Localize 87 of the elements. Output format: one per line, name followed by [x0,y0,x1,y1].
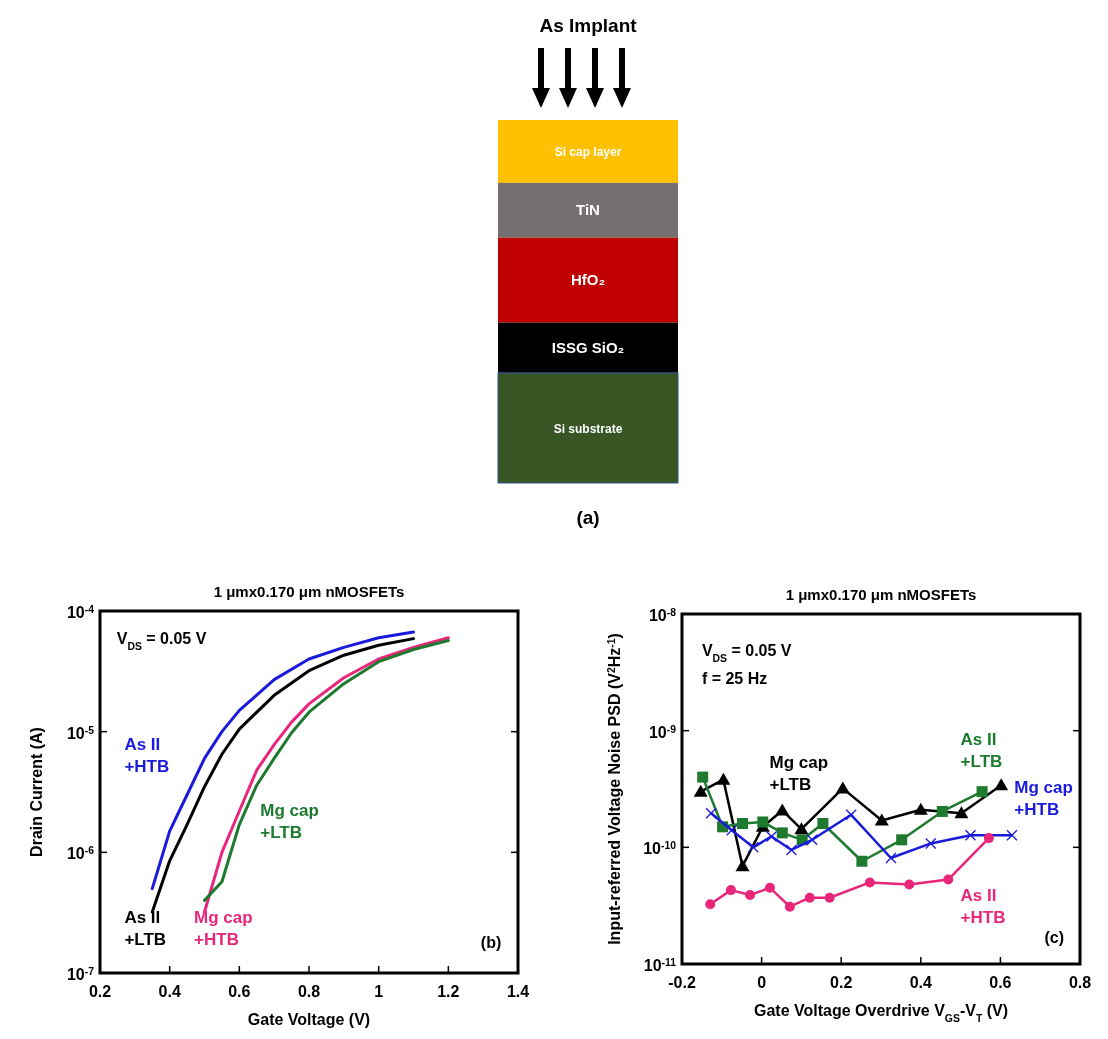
chart-title: 1 μmx0.170 μm nMOSFETs [213,583,405,600]
point [725,885,736,896]
x-axis-title: Gate Voltage Overdrive V$_{GS}$-V$_{T}$ (V) [753,1002,1009,1024]
point [845,809,857,821]
y-tick-label: 10$^{-7}$ [66,965,95,983]
point [835,781,850,794]
point [775,803,790,816]
point [785,844,798,856]
y-tick-label: 10$^{-5}$ [66,724,95,742]
point [804,892,815,903]
point [697,771,709,783]
point [954,806,969,819]
x-tick-label: 0.6 [228,983,251,1000]
text: As Implant [539,15,638,36]
annotation: V$_{DS}$ = 0.05 V [116,629,207,652]
x-tick-label: 1 [374,983,384,1000]
y-tick-label: 10$^{-10}$ [643,839,677,858]
series-label: Mg cap +HTB [194,907,253,949]
point [735,859,750,872]
series-label: Mg cap +HTB [1014,778,1073,820]
point [943,874,954,885]
point [913,802,928,815]
annotation: f = 25 Hz [701,670,768,687]
point [904,879,915,890]
category-label: Si substrate [553,421,623,436]
text: (a) [576,507,600,528]
point [817,818,829,830]
x-tick-label: 0 [757,974,767,991]
point [705,899,716,910]
point [936,805,948,817]
annotation: (b) [480,933,502,951]
x-tick-label: 1.2 [437,983,460,1000]
series-label: As II +HTB [124,735,170,777]
point [747,841,759,853]
point [925,837,937,850]
series-label: As II +LTB [124,907,167,949]
category-label: TiN [576,201,600,219]
category-label: HfO₂ [570,271,606,289]
point [885,852,897,864]
point [794,822,809,835]
point [765,830,778,843]
x-tick-label: -0.2 [668,974,696,991]
y-tick-label: 10$^{-8}$ [648,606,677,624]
y-tick-label: 10$^{-11}$ [643,956,677,974]
point [896,834,908,846]
point [764,882,775,893]
point [737,818,748,830]
point [716,772,731,785]
annotation: (c) [1044,929,1065,946]
point [856,855,868,867]
point [726,824,738,836]
point [806,834,818,846]
annotation: V$_{DS}$ = 0.05 V [701,642,792,664]
x-tick-label: 0.8 [297,983,321,1000]
x-axis-title: Gate Voltage (V) [247,1011,371,1028]
point [824,892,835,903]
y-axis-title: Drain Current (A) [28,727,45,857]
x-tick-label: 0.2 [830,974,853,991]
y-tick-label: 10$^{-4}$ [66,603,95,621]
point [693,784,708,797]
point [776,827,788,839]
point [983,833,994,844]
point [784,901,795,912]
y-tick-label: 10$^{-9}$ [648,723,677,741]
point [964,829,977,841]
series-label: As II +LTB [960,730,1003,772]
category-label: Si cap layer [554,145,622,160]
x-tick-label: 0.4 [909,974,933,991]
series-label: As II +HTB [960,885,1006,927]
x-tick-label: 0.4 [158,983,181,1000]
point [745,890,756,901]
point [1006,829,1018,841]
x-tick-label: 1.4 [506,983,530,1000]
y-tick-label: 10$^{-6}$ [66,844,95,863]
point [994,778,1009,791]
x-tick-label: 0.2 [88,983,112,1000]
series-label: Mg cap +LTB [260,801,319,843]
category-label: ISSG SiO₂ [551,338,625,356]
chart-title: 1 μmx0.170 μm nMOSFETs [785,586,977,603]
point [874,813,889,826]
point [864,877,875,888]
point [705,807,717,819]
point [757,816,769,828]
series-label: Mg cap +LTB [769,752,829,794]
x-tick-label: 0.6 [989,974,1012,991]
point [976,786,988,798]
x-tick-label: 0.8 [1068,974,1092,991]
